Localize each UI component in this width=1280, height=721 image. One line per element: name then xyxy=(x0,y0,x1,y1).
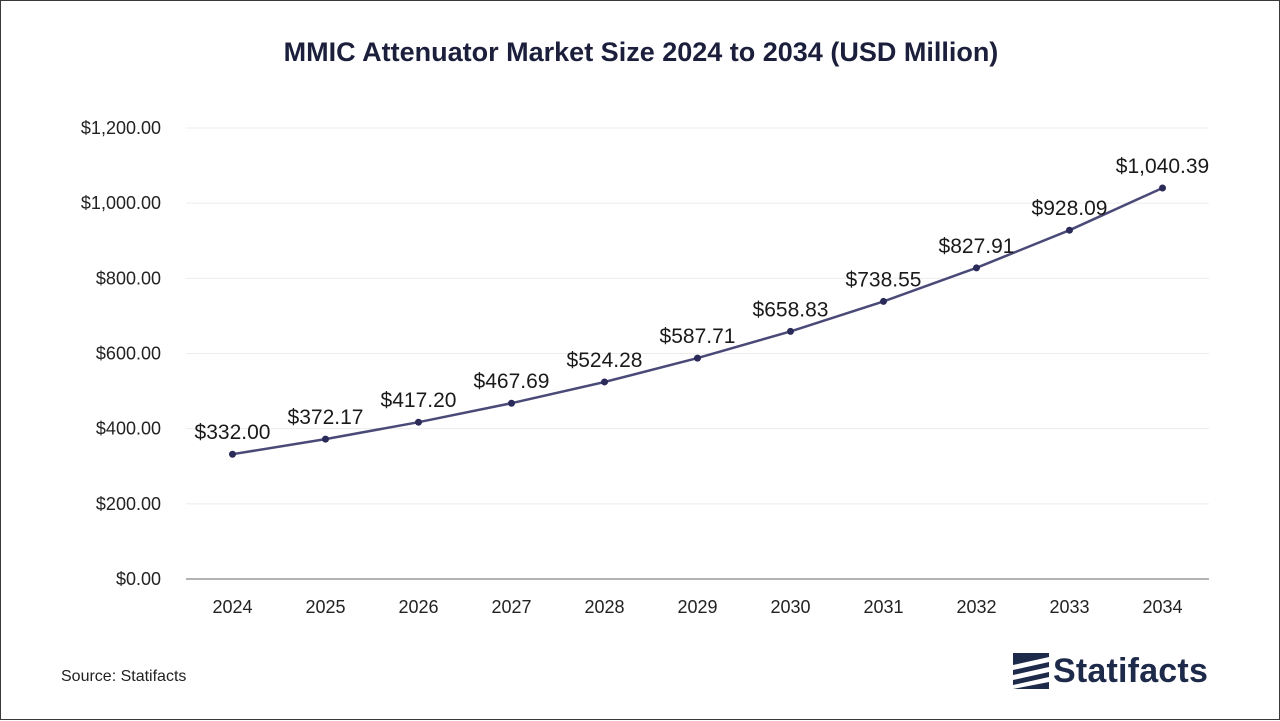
y-tick-label: $600.00 xyxy=(96,344,161,364)
data-label: $332.00 xyxy=(195,421,271,444)
x-tick-label: 2030 xyxy=(770,597,810,617)
data-label: $928.09 xyxy=(1032,197,1108,220)
data-labels: $332.00 $372.17 $417.20 $467.69 $524.28 $587.… xyxy=(195,155,1210,444)
data-point xyxy=(1066,226,1073,234)
data-label: $467.69 xyxy=(474,370,550,393)
source-note: Source: Statifacts xyxy=(61,668,187,685)
x-tick-label: 2033 xyxy=(1049,597,1089,617)
data-point xyxy=(508,399,515,407)
data-point xyxy=(229,450,236,458)
chart-title: MMIC Attenuator Market Size 2024 to 2034… xyxy=(283,37,999,67)
series xyxy=(229,184,1166,458)
y-tick-label: $200.00 xyxy=(96,494,161,514)
brand-name: Statifacts xyxy=(1053,651,1209,690)
data-label: $1,040.39 xyxy=(1116,155,1209,178)
data-label: $372.17 xyxy=(288,406,364,429)
series-line xyxy=(232,186,1164,456)
data-label: $417.20 xyxy=(381,389,457,412)
x-tick-label: 2024 xyxy=(212,597,252,617)
data-label: $738.55 xyxy=(846,268,922,291)
x-tick-label: 2029 xyxy=(677,597,717,617)
data-point xyxy=(601,378,608,386)
x-tick-label: 2028 xyxy=(584,597,624,617)
x-tick-label: 2027 xyxy=(491,597,531,617)
y-tick-label: $800.00 xyxy=(96,268,161,288)
x-tick-label: 2031 xyxy=(863,597,903,617)
x-tick-label: 2032 xyxy=(956,597,996,617)
data-label: $827.91 xyxy=(939,235,1015,258)
data-point xyxy=(973,264,980,272)
statifacts-logo-icon xyxy=(1013,653,1049,689)
data-label: $524.28 xyxy=(567,349,643,372)
axes: $0.00 $200.00 $400.00 $600.00 $800.00 $1,000.… xyxy=(81,118,1209,617)
y-tick-label: $400.00 xyxy=(96,419,161,439)
data-point xyxy=(787,327,794,335)
data-point xyxy=(880,297,887,305)
y-tick-label: $0.00 xyxy=(116,569,161,589)
x-tick-label: 2026 xyxy=(398,597,438,617)
gridlines xyxy=(186,127,1209,505)
data-point xyxy=(694,354,701,362)
data-point xyxy=(322,435,329,443)
data-label: $658.83 xyxy=(753,298,829,321)
data-point xyxy=(415,418,422,426)
brand: Statifacts xyxy=(1013,651,1208,691)
y-tick-label: $1,000.00 xyxy=(81,193,161,213)
y-tick-label: $1,200.00 xyxy=(81,118,161,138)
data-point xyxy=(1159,184,1166,192)
data-label: $587.71 xyxy=(660,325,736,348)
x-tick-label: 2025 xyxy=(305,597,345,617)
x-tick-label: 2034 xyxy=(1142,597,1182,617)
